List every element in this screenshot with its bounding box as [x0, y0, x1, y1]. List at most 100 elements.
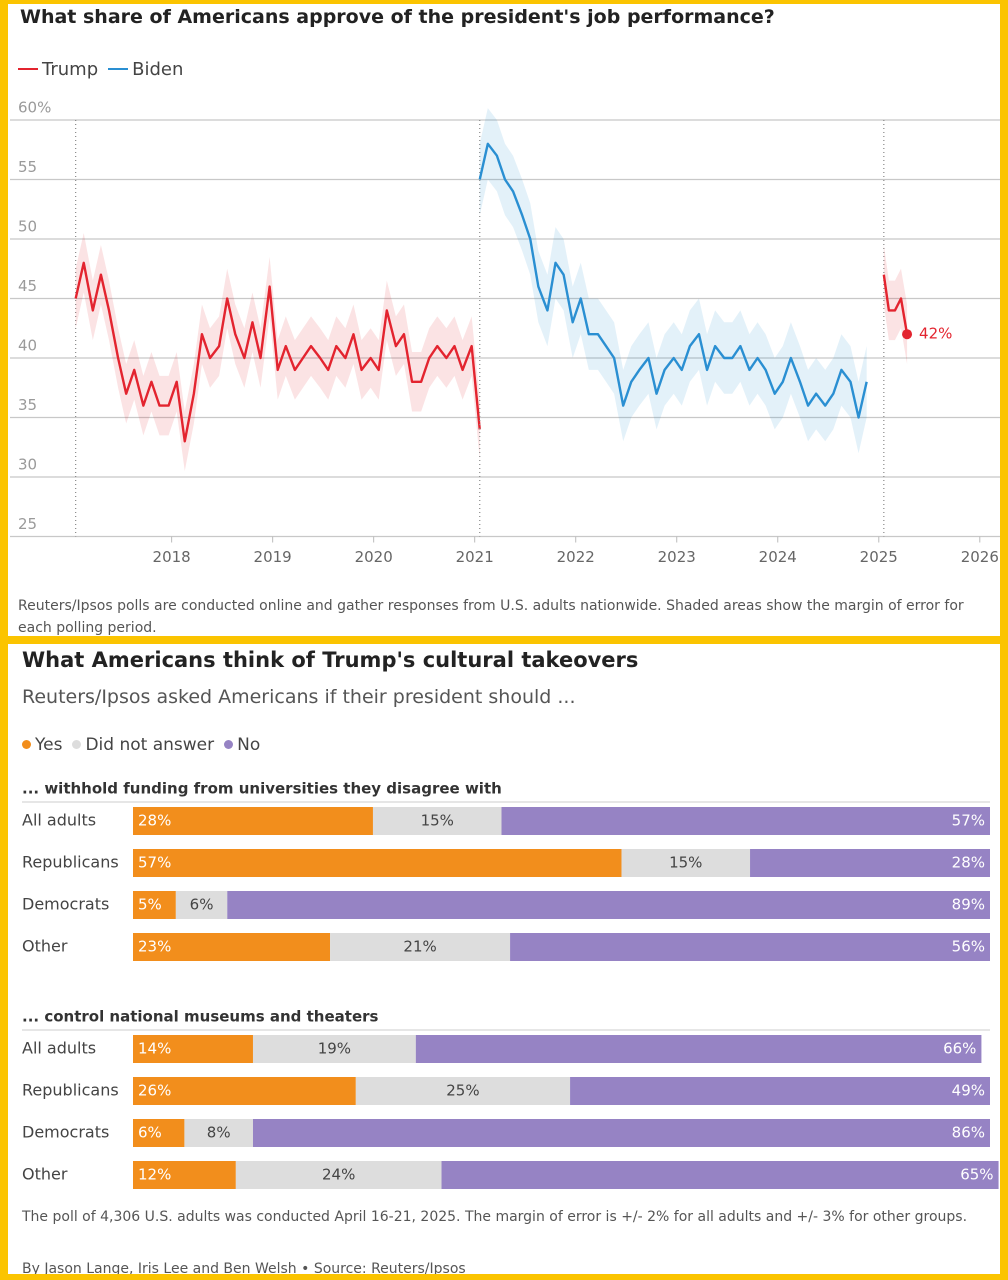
value-label: 89%	[952, 896, 985, 914]
bar-segment	[570, 1077, 990, 1105]
bar-segment	[330, 933, 511, 961]
bar-segment	[133, 1077, 356, 1105]
category-label: Republicans	[22, 1081, 119, 1100]
legend-item: Did not answer	[72, 735, 214, 755]
series-line	[74, 261, 909, 443]
category-label: Democrats	[22, 1123, 109, 1142]
value-label: 24%	[322, 1166, 355, 1184]
bar-segment	[133, 807, 373, 835]
value-label: 19%	[318, 1040, 351, 1058]
y-tick-label: 25	[18, 515, 37, 533]
value-label: 28%	[138, 812, 171, 830]
value-label: 15%	[669, 854, 702, 872]
line-panel: What share of Americans approve of the p…	[8, 4, 1000, 636]
bar-segment	[133, 1035, 253, 1063]
legend-item: Trump	[18, 59, 98, 80]
bar-segment	[235, 1161, 442, 1189]
value-label: 5%	[138, 896, 162, 914]
bar-segment	[133, 1119, 185, 1147]
value-label: 12%	[138, 1166, 171, 1184]
value-label: 14%	[138, 1040, 171, 1058]
byline: By Jason Lange, Iris Lee and Ben Welsh •…	[22, 1261, 466, 1274]
bar-segment	[184, 1119, 253, 1147]
panel-title: ... withhold funding from universities t…	[22, 780, 502, 798]
chart-note: Reuters/Ipsos polls are conducted online…	[18, 598, 964, 636]
legend-label: No	[237, 734, 261, 755]
bar-segment	[133, 849, 622, 877]
y-tick-label: 60%	[18, 99, 51, 117]
legend-label: Did not answer	[85, 734, 215, 755]
legend-label: Trump	[42, 58, 99, 80]
x-tick-label: 2022	[557, 548, 595, 566]
x-tick-label: 2021	[456, 548, 494, 566]
category-label: Other	[22, 937, 68, 956]
x-tick-label: 2020	[355, 548, 393, 566]
value-label: 66%	[943, 1040, 976, 1058]
legend-swatch	[18, 68, 38, 70]
y-tick-label: 30	[18, 456, 37, 474]
value-label: 25%	[446, 1082, 479, 1100]
value-label: 15%	[421, 812, 454, 830]
bar-segment	[252, 1035, 416, 1063]
legend-item: Yes	[22, 735, 62, 755]
value-label: 57%	[138, 854, 171, 872]
legend-swatch	[72, 740, 82, 749]
series-line	[478, 142, 868, 419]
bar-segment	[621, 849, 751, 877]
x-tick-label: 2026	[961, 548, 999, 566]
chart-note: The poll of 4,306 U.S. adults was conduc…	[22, 1209, 968, 1225]
value-label: 56%	[952, 938, 985, 956]
bar-chart: ... withhold funding from universities t…	[22, 780, 999, 1189]
legend-item: Biden	[108, 59, 183, 80]
bar-segment	[175, 891, 228, 919]
value-label: 6%	[138, 1124, 162, 1142]
bar-segment	[133, 891, 176, 919]
y-tick-label: 50	[18, 218, 37, 236]
chart-title: What Americans think of Trump's cultural…	[22, 648, 639, 672]
value-label: 6%	[190, 896, 214, 914]
x-tick-label: 2024	[759, 548, 797, 566]
value-label: 86%	[952, 1124, 985, 1142]
bar-segment	[355, 1077, 571, 1105]
line-chart: 25 30 35 40 45 50 55 60% 2018 2019 2020 2021 2022 202…	[10, 99, 1000, 566]
value-label: 26%	[138, 1082, 171, 1100]
value-label: 49%	[952, 1082, 985, 1100]
data-label: 42%	[919, 325, 952, 343]
legend: Trump Biden	[18, 54, 193, 80]
y-tick-label: 35	[18, 396, 37, 414]
category-label: Republicans	[22, 853, 119, 872]
bar-segment	[133, 1161, 236, 1189]
end-dot	[902, 329, 913, 340]
value-label: 21%	[403, 938, 436, 956]
x-tick-label: 2018	[153, 548, 191, 566]
bar-segment	[227, 891, 990, 919]
y-tick-label: 40	[18, 337, 37, 355]
bar-segment	[415, 1035, 982, 1063]
category-label: All adults	[22, 811, 96, 830]
bar-segment	[372, 807, 502, 835]
x-tick-label: 2019	[254, 548, 292, 566]
bar-segment	[441, 1161, 999, 1189]
x-tick-label: 2023	[658, 548, 696, 566]
margin-band	[479, 108, 867, 454]
value-label: 57%	[952, 812, 985, 830]
y-tick-label: 55	[18, 158, 37, 176]
legend: Yes Did not answer No	[22, 734, 270, 755]
value-label: 8%	[207, 1124, 231, 1142]
bar-segment	[750, 849, 990, 877]
legend-item: No	[224, 735, 260, 755]
value-label: 28%	[952, 854, 985, 872]
bar-panel: What Americans think of Trump's cultural…	[8, 644, 1000, 1274]
legend-swatch	[22, 740, 31, 749]
bar-segment	[133, 933, 331, 961]
category-label: Democrats	[22, 895, 109, 914]
legend-swatch	[224, 740, 234, 749]
panel-title: ... control national museums and theater…	[22, 1008, 379, 1026]
bar-segment	[252, 1119, 991, 1147]
category-label: All adults	[22, 1039, 96, 1058]
legend-swatch	[108, 68, 129, 70]
chart-subtitle: Reuters/Ipsos asked Americans if their p…	[22, 686, 576, 708]
value-label: 65%	[960, 1166, 993, 1184]
category-label: Other	[22, 1165, 68, 1184]
